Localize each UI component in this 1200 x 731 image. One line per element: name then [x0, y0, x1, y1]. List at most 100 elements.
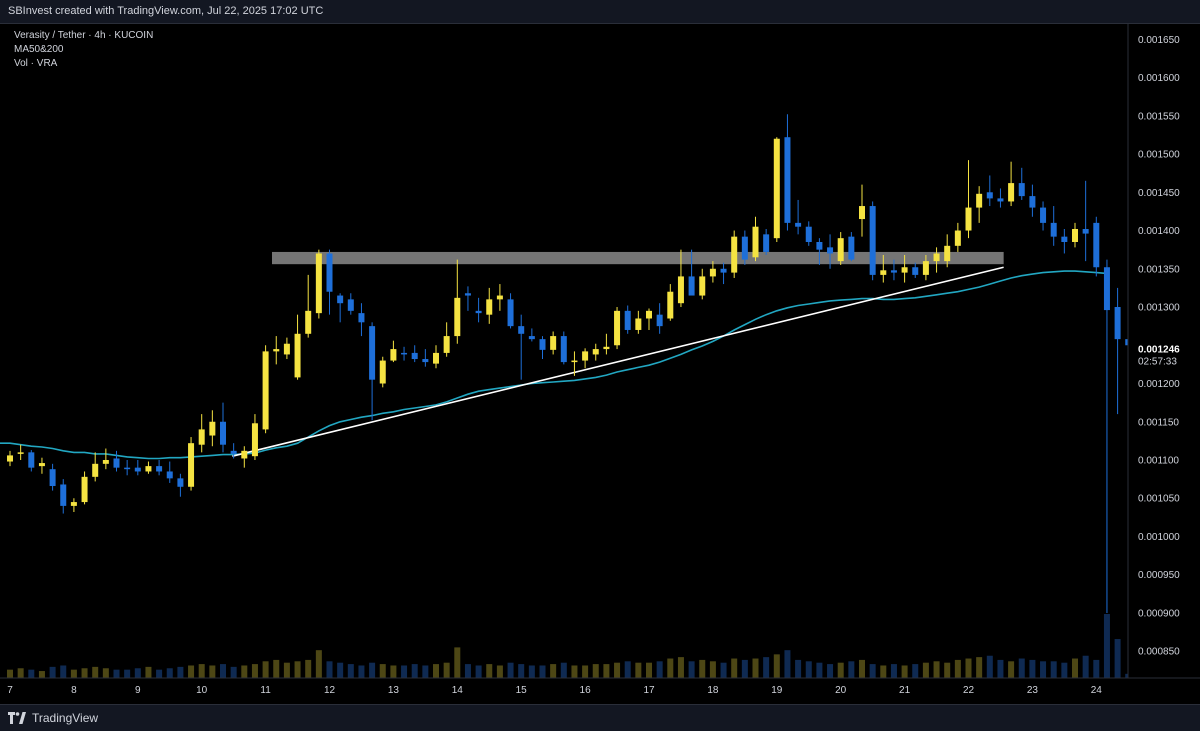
candle-body [763, 234, 770, 252]
candle [92, 452, 99, 482]
candle-body [1082, 228, 1089, 234]
volume-bar [752, 658, 759, 678]
candle [188, 437, 195, 491]
volume-bar [656, 661, 663, 678]
candle [954, 222, 961, 252]
candle [177, 473, 184, 497]
candle-body [1040, 207, 1047, 223]
candle-body [741, 236, 748, 260]
trendline-segment[interactable] [232, 266, 1004, 457]
volume-bar [912, 664, 919, 678]
candle [241, 446, 248, 468]
candle-body [198, 429, 205, 445]
volume-bar [582, 665, 589, 678]
candle [134, 460, 141, 476]
volume-bar [646, 662, 652, 678]
candle-body [976, 193, 983, 208]
time-axis[interactable]: 7 8 9 10 11 12 13 14 15 16 17 18 19 20 21 22 23 24 [7, 685, 1102, 696]
time-tick-label: 18 [707, 685, 719, 696]
volume-bar [145, 666, 152, 678]
volume-bar [518, 664, 525, 678]
volume-bar [571, 665, 578, 678]
candle-body [912, 267, 919, 275]
candle [582, 348, 589, 369]
candle-body [709, 268, 716, 277]
candle [102, 448, 109, 470]
volume-bar [560, 662, 567, 678]
legend-volume[interactable]: Vol · VRA [14, 58, 58, 69]
candle-body [965, 207, 972, 231]
candle [795, 199, 802, 235]
candle-body [81, 476, 88, 503]
volume-bar [1114, 639, 1121, 678]
candle [230, 443, 237, 459]
candle-body [49, 469, 56, 487]
price-tick-label: 0.001000 [1138, 532, 1180, 543]
candle-body [443, 336, 450, 353]
candle-body [411, 352, 418, 360]
volume-bar [773, 654, 780, 678]
time-tick-label: 22 [963, 685, 975, 696]
price-tick-label: 0.001300 [1138, 303, 1180, 314]
tradingview-brand[interactable]: TradingView [8, 711, 98, 725]
candle-body [433, 352, 439, 364]
candle [603, 333, 610, 355]
time-tick-label: 24 [1091, 685, 1103, 696]
legend-symbol[interactable]: Verasity / Tether · 4h · KUCOIN [14, 30, 154, 41]
volume-bar [283, 662, 290, 678]
candle-body [677, 276, 684, 304]
volume-bar [507, 662, 514, 678]
candle [28, 450, 35, 472]
candle [933, 247, 940, 273]
candle [688, 249, 695, 296]
volume-bar [667, 658, 674, 678]
candle [550, 331, 557, 355]
candle-body [880, 270, 887, 275]
candle-body [859, 206, 865, 220]
chart-credit: SBInvest created with TradingView.com, J… [8, 5, 324, 17]
candle [496, 284, 503, 311]
legend-indicator[interactable]: MA50&200 [14, 44, 64, 55]
volume-bar [848, 661, 855, 678]
candle-body [1114, 307, 1121, 340]
chart-area[interactable]: 0.001650 0.001600 0.001550 0.001500 0.001450… [0, 24, 1200, 704]
candle [560, 331, 567, 365]
time-tick-label: 11 [260, 685, 271, 696]
price-chart[interactable]: 0.001650 0.001600 0.001550 0.001500 0.001450… [0, 24, 1200, 704]
candle [986, 175, 993, 207]
volume-bar [28, 669, 35, 678]
candle [709, 261, 716, 283]
volume-bar [156, 669, 163, 678]
candle [1008, 161, 1015, 207]
candle [347, 293, 354, 315]
volume-bar [528, 665, 535, 678]
candle-body [635, 318, 642, 330]
candle-body [390, 349, 397, 361]
candle-body [954, 230, 961, 246]
candle-body [251, 423, 258, 457]
volume-bar [550, 664, 557, 678]
volume-bar [795, 659, 802, 678]
price-tick-label: 0.001650 [1138, 35, 1180, 46]
candle [1072, 222, 1078, 248]
volume-bar [92, 666, 99, 678]
candle [592, 343, 599, 361]
time-tick-label: 19 [771, 685, 783, 696]
candle-body [326, 253, 333, 292]
candle-body [454, 297, 461, 337]
volume-bar [134, 668, 141, 678]
candle [827, 234, 834, 269]
volume-bar [209, 665, 216, 678]
candle [677, 249, 684, 308]
time-tick-label: 23 [1027, 685, 1039, 696]
candle-body [518, 326, 525, 334]
volume-bar [251, 664, 258, 678]
candle-body [997, 198, 1004, 202]
candle [571, 351, 578, 376]
candle [70, 498, 77, 513]
candle-body [464, 293, 471, 296]
candle-body [1029, 196, 1036, 208]
candle [667, 284, 674, 321]
candle-body [773, 138, 780, 239]
time-tick-label: 12 [324, 685, 336, 696]
